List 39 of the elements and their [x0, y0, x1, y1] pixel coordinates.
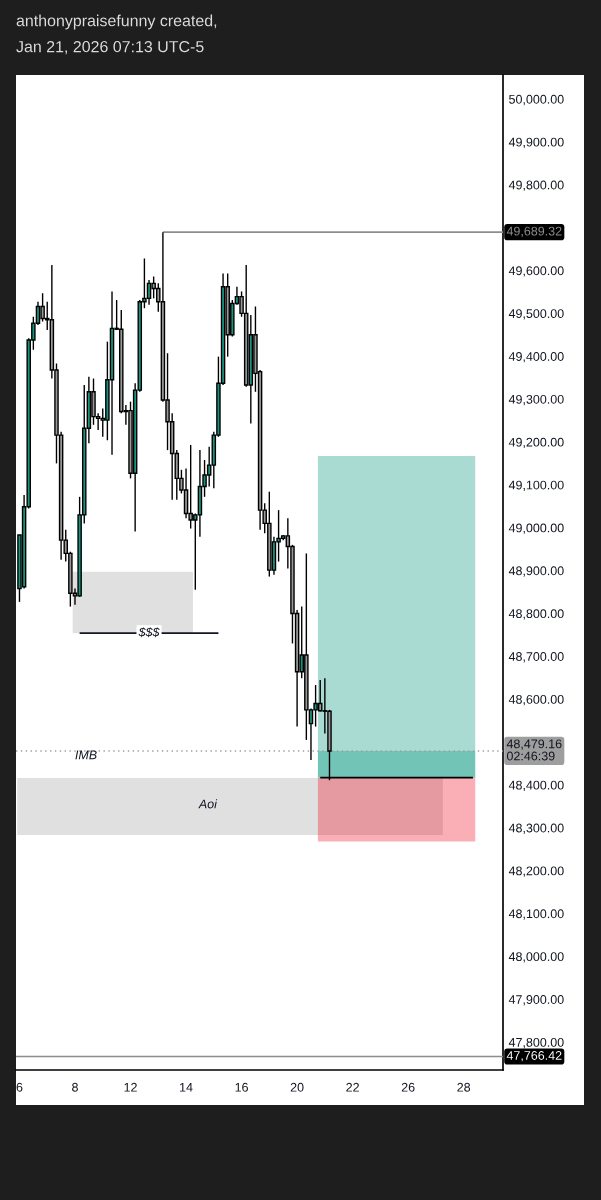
y-tick-label: 48,100.00 [508, 909, 564, 920]
y-tick-label: 47,800.00 [508, 1037, 564, 1049]
x-tick-label: 22 [346, 1082, 359, 1092]
y-tick-label: 48,400.00 [508, 780, 564, 792]
chart-subtitle: Jan 21, 2026 07:13 UTC-5 [16, 40, 204, 55]
y-tick-label: 48,900.00 [508, 566, 564, 577]
y-tick-label: 49,000.00 [508, 523, 564, 534]
x-tick-label: 6 [16, 1082, 23, 1092]
x-tick-label: 28 [457, 1082, 471, 1092]
chart-title: anthonypraisefunny created, [16, 14, 217, 30]
x-tick-label: 20 [290, 1082, 304, 1092]
x-tick-label: 14 [180, 1082, 193, 1092]
x-tick-label: 26 [401, 1082, 415, 1092]
y-tick-label: 49,300.00 [508, 394, 564, 406]
y-tick-label: 48,800.00 [508, 609, 564, 620]
y-tick-label: 48,700.00 [508, 652, 564, 663]
y-tick-label: 49,900.00 [508, 137, 564, 149]
candlestick [183, 467, 189, 519]
annotation: IMB [75, 750, 97, 760]
series-label: 49,689.32 [506, 226, 562, 238]
candlestick [313, 684, 318, 728]
x-tick-label: 12 [124, 1082, 137, 1092]
y-tick-label: 48,300.00 [508, 823, 564, 834]
ref-line-label: 48,479.16 02:46:39 [506, 739, 562, 761]
ref-line-label: 47,766.42 [506, 1051, 562, 1062]
y-tick-label: 48,600.00 [508, 694, 564, 706]
y-tick-label: 49,600.00 [508, 266, 564, 277]
y-tick-label: 49,400.00 [508, 352, 564, 363]
y-tick-label: 49,200.00 [508, 437, 564, 449]
y-tick-label: 49,500.00 [508, 309, 564, 320]
y-tick-label: 49,100.00 [508, 480, 564, 491]
y-tick-label: 47,900.00 [508, 995, 564, 1006]
y-tick-label: 48,200.00 [508, 866, 564, 877]
x-tick-label: 16 [235, 1082, 248, 1092]
x-tick-label: 8 [72, 1082, 78, 1092]
y-tick-label: 48,000.00 [508, 952, 564, 963]
y-tick-label: 49,800.00 [508, 180, 564, 191]
annotation: Aoi [198, 799, 218, 809]
y-tick-label: 50,000.00 [509, 94, 564, 106]
